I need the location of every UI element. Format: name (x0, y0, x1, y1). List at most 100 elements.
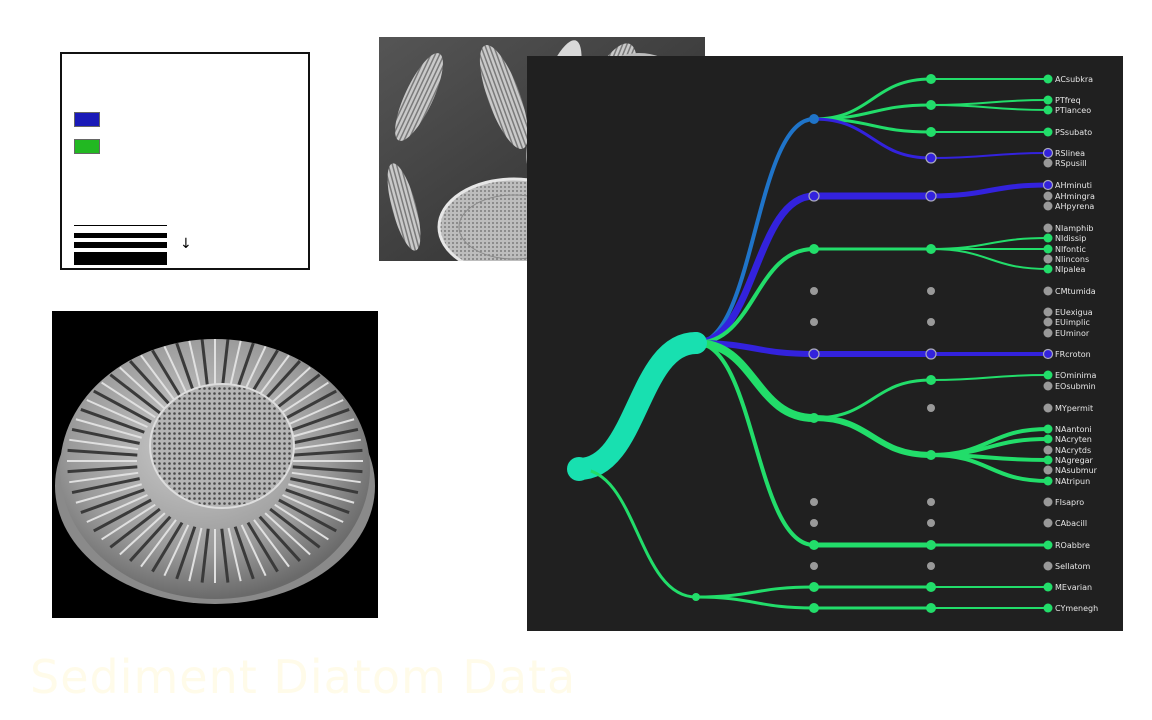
inactive-node-4 (927, 404, 935, 412)
inactive-node-3 (927, 318, 935, 326)
edge-hub-ro (694, 341, 816, 547)
leaf-label: NIpalea (1055, 265, 1085, 274)
leaf-label: NAgregar (1055, 456, 1094, 465)
branch-node-mid (809, 413, 819, 423)
level3-node-2 (926, 127, 936, 137)
leaf-node-nagregar (1043, 455, 1053, 465)
edge-l3-leaf-13 (930, 248, 1049, 270)
leaf-node-ahpyrena (1043, 201, 1053, 211)
leaf-label: FIsapro (1055, 498, 1084, 507)
leaf-node-roabbre (1043, 540, 1053, 550)
leaf-node-mevarian (1043, 582, 1053, 592)
edge-hub-top (694, 117, 816, 345)
leaf-label: AHpyrena (1055, 202, 1094, 211)
leaf-node-nasubmur (1043, 465, 1053, 475)
leaf-label: NAantoni (1055, 425, 1092, 434)
inactive-node-6 (927, 498, 935, 506)
centric-diatom-photo (52, 311, 378, 618)
branch-node-ni (809, 244, 819, 254)
leaf-label: CYmenegh (1055, 604, 1098, 613)
inactive-node-5 (810, 498, 818, 506)
edge-root-low (577, 467, 698, 599)
leaf-node-nacryten (1043, 434, 1053, 444)
leaf-label: CAbacill (1055, 519, 1087, 528)
level3-node-3 (925, 152, 937, 164)
leaf-label: FRcroton (1055, 350, 1091, 359)
page-title: Sediment Diatom Data (30, 650, 577, 704)
edge-l2-l3-3 (812, 117, 933, 160)
leaf-node-nacrytds (1043, 445, 1053, 455)
edge-l3-leaf-19 (930, 374, 1049, 381)
edge-l3-leaf-4 (930, 152, 1049, 159)
leaf-label: NAtripun (1055, 477, 1090, 486)
edge-root-hub (568, 332, 707, 480)
inactive-node-9 (810, 562, 818, 570)
legend: ↓ (60, 52, 310, 270)
leaf-node-euimplic (1043, 317, 1053, 327)
leaf-label: AHmingra (1055, 192, 1095, 201)
level3-node-5 (926, 244, 936, 254)
leaf-node-niincons (1043, 254, 1053, 264)
level3-node-9 (926, 540, 936, 550)
leaf-node-cymenegh (1043, 603, 1053, 613)
leaf-label: NAcryten (1055, 435, 1092, 444)
edge-l3-leaf-27 (929, 453, 1050, 483)
leaf-node-euexigua (1043, 307, 1053, 317)
leaf-node-cmtumida (1043, 286, 1053, 296)
leaf-label: NIamphib (1055, 224, 1094, 233)
leaf-label: NIdissip (1055, 234, 1086, 243)
leaf-node-naantoni (1043, 424, 1053, 434)
legend-line-thick (74, 242, 167, 248)
level3-node-11 (926, 603, 936, 613)
level3-node-6 (925, 348, 937, 360)
edge-l3-leaf-22 (929, 427, 1050, 457)
leaf-node-niamphib (1043, 223, 1053, 233)
leaf-label: NAsubmur (1055, 466, 1098, 475)
legend-line-thin (74, 225, 167, 226)
inactive-node-10 (927, 562, 935, 570)
leaf-label: PTlanceo (1055, 106, 1091, 115)
root-node (567, 457, 591, 481)
leaf-label: EUexigua (1055, 308, 1093, 317)
leaf-node-ahmingra (1043, 191, 1053, 201)
leaf-label: SeIlatom (1055, 562, 1091, 571)
legend-arrow-icon: ↓ (180, 236, 192, 252)
leaf-node-natripun (1043, 476, 1053, 486)
leaf-label: EUminor (1055, 329, 1090, 338)
leaf-label: RSlinea (1055, 149, 1085, 158)
leaf-node-frcroton (1042, 348, 1054, 360)
legend-swatch-blue (74, 112, 100, 127)
leaf-node-rspusill (1043, 158, 1053, 168)
leaf-node-fisapro (1043, 497, 1053, 507)
leaf-node-mypermit (1043, 403, 1053, 413)
edge-l3-leaf-10 (930, 237, 1049, 250)
edge-hub-ni (694, 247, 816, 345)
leaf-label: NAcrytds (1055, 446, 1091, 455)
leaf-node-ptlanceo (1043, 105, 1053, 115)
leaf-label: ACsubkra (1055, 75, 1093, 84)
hub-node (685, 332, 707, 354)
leaf-node-seilatom (1043, 561, 1053, 571)
leaf-label: NIincons (1055, 255, 1089, 264)
edge-l2-l3-7 (812, 378, 933, 420)
edge-l3-leaf-6 (928, 182, 1051, 199)
leaf-node-nidissip (1043, 233, 1053, 243)
leaf-label: PTfreq (1055, 96, 1081, 105)
leaf-node-eominima (1043, 370, 1053, 380)
inactive-node-2 (810, 318, 818, 326)
inactive-node-7 (810, 519, 818, 527)
leaf-label: MYpermit (1055, 404, 1093, 413)
leaf-node-euminor (1043, 328, 1053, 338)
leaf-node-acsubkra (1043, 74, 1053, 84)
leaf-node-eosubmin (1043, 381, 1053, 391)
leaf-label: EOminima (1055, 371, 1096, 380)
branch-node-ro (809, 540, 819, 550)
leaf-node-rslinea (1042, 147, 1054, 159)
level3-node-4 (925, 190, 937, 202)
branch-node-fr (808, 348, 820, 360)
edge-l2-l3-8 (811, 415, 934, 458)
edge-low-me (694, 585, 816, 599)
leaf-label: RSpusill (1055, 159, 1087, 168)
leaf-node-nifontic (1043, 244, 1053, 254)
leaf-node-pssubato (1043, 127, 1053, 137)
